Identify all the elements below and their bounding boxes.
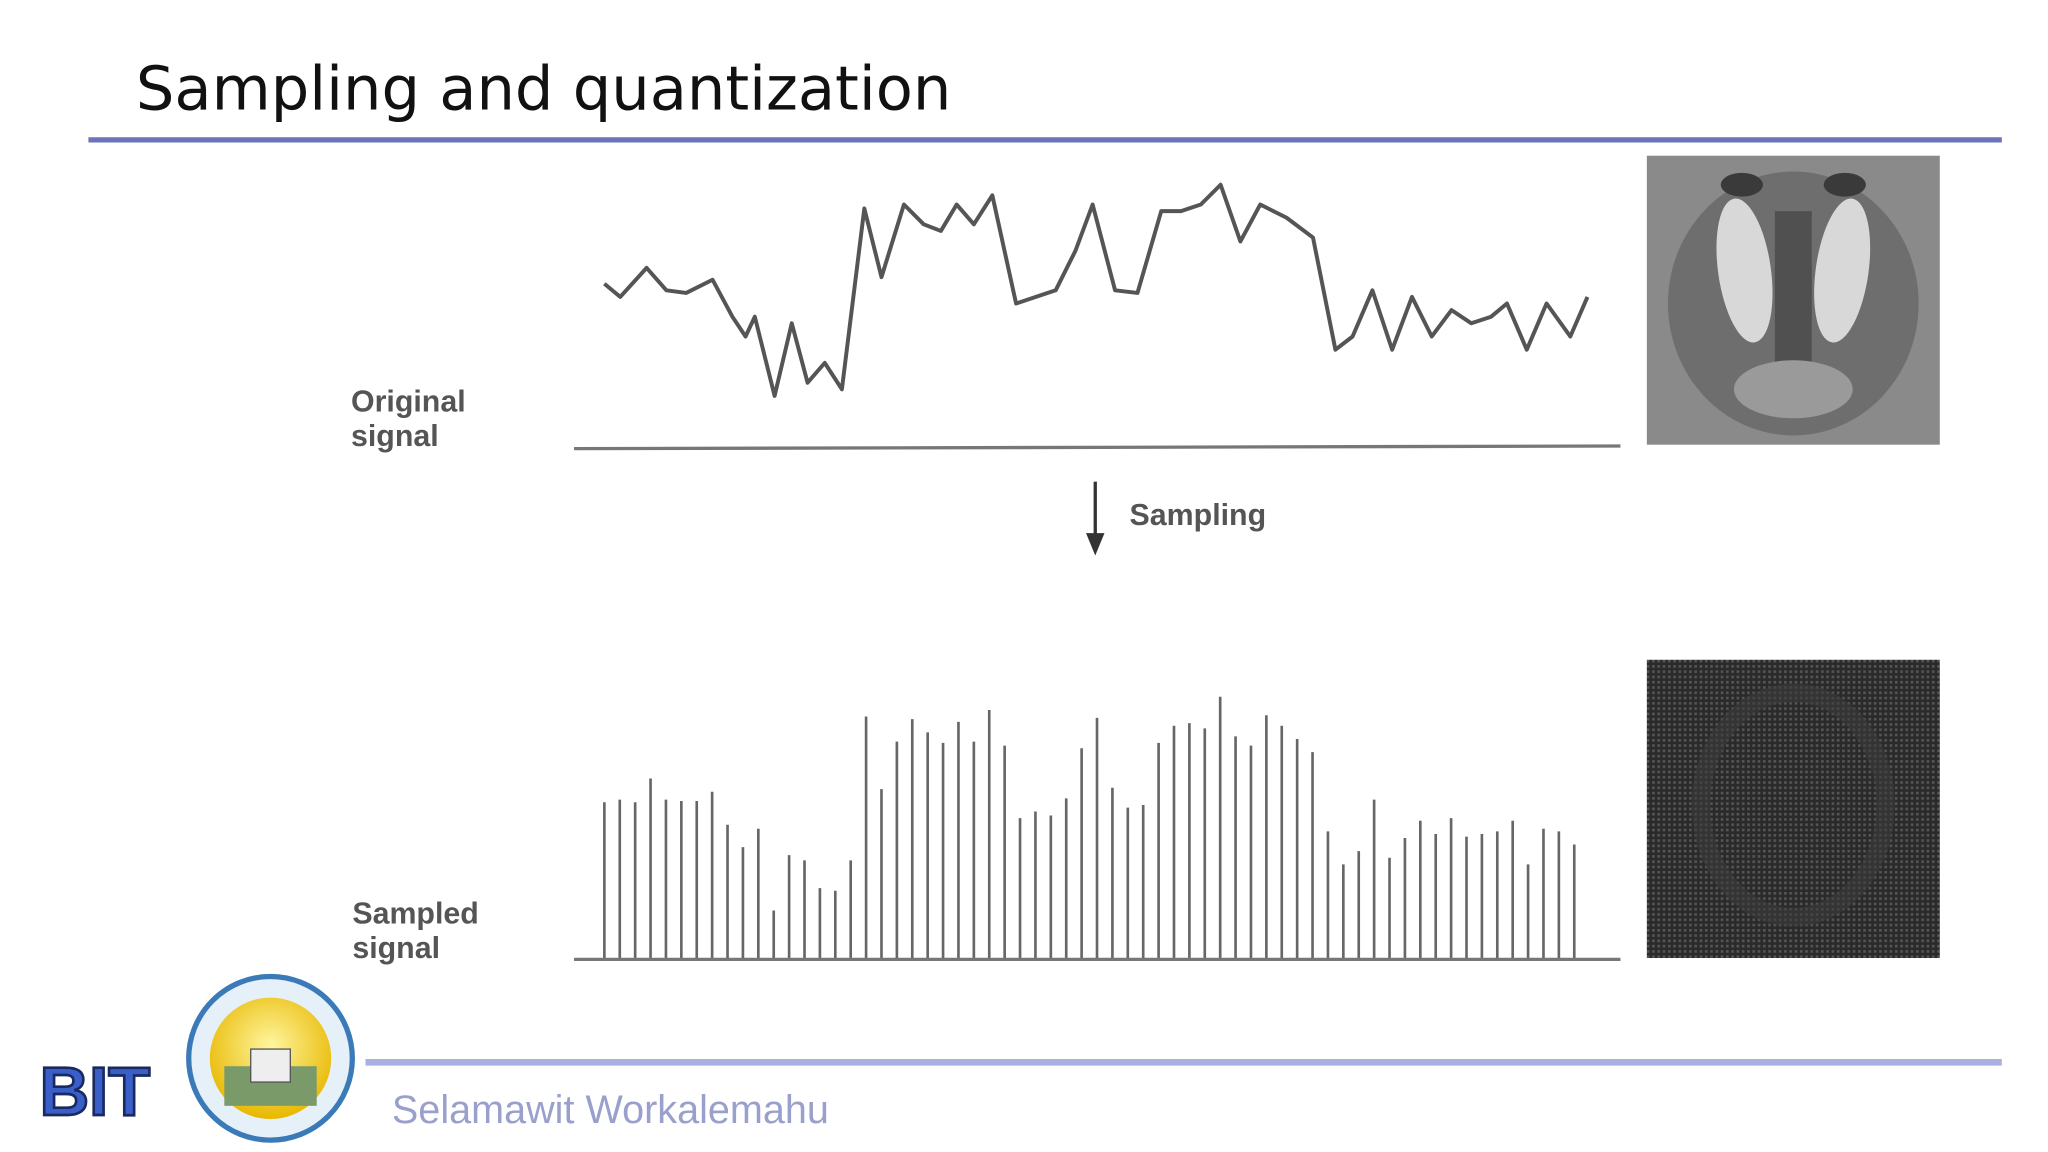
sampled-label: Sampled signal — [352, 898, 478, 965]
original-signal — [603, 182, 1590, 398]
arrow-head — [1086, 533, 1105, 556]
original-image — [1646, 155, 1940, 445]
sampled-image — [1646, 659, 1940, 959]
arrow-label: Sampling — [1130, 499, 1267, 532]
original-label: Original signal — [351, 386, 466, 453]
original-axis — [574, 444, 1621, 451]
slide-title: Sampling and quantization — [136, 55, 951, 125]
sampled-signal — [603, 696, 1576, 960]
footer-logo-text: BIT — [40, 1053, 151, 1130]
footer-author: Selamawit Workalemahu — [392, 1088, 829, 1132]
university-seal — [186, 973, 355, 1143]
